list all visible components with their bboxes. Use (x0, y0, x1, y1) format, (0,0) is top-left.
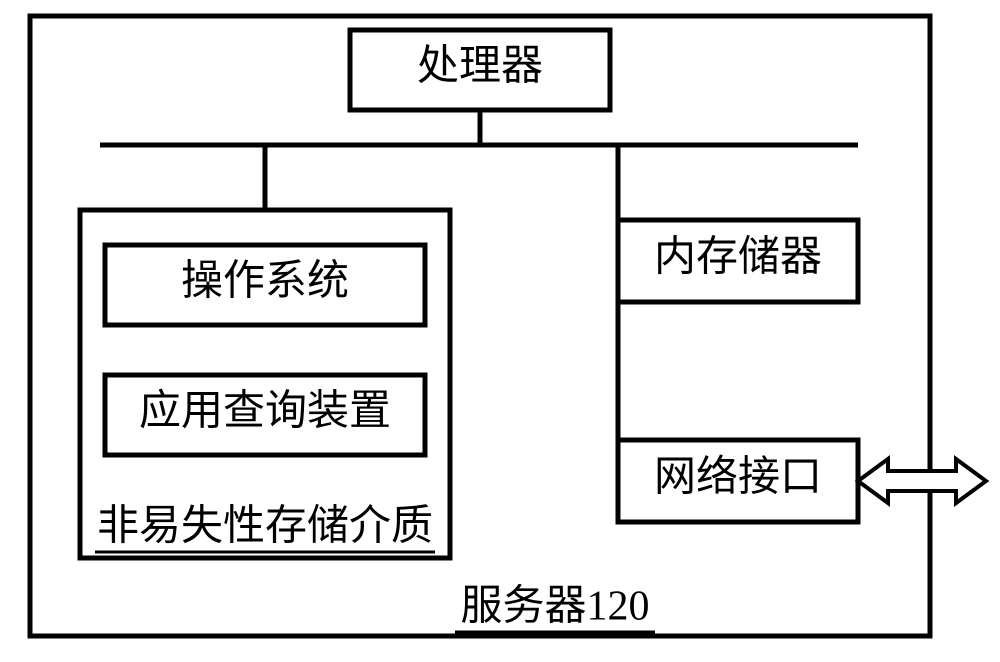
double-arrow-icon (858, 459, 986, 503)
netif-label: 网络接口 (654, 454, 822, 501)
memory-label: 内存储器 (654, 235, 822, 281)
server-label: 服务器120 (460, 584, 649, 630)
os-label: 操作系统 (181, 259, 349, 305)
app-query-label: 应用查询装置 (139, 388, 391, 435)
processor-label: 处理器 (417, 44, 543, 90)
storage-label: 非易失性存储介质 (97, 504, 433, 550)
